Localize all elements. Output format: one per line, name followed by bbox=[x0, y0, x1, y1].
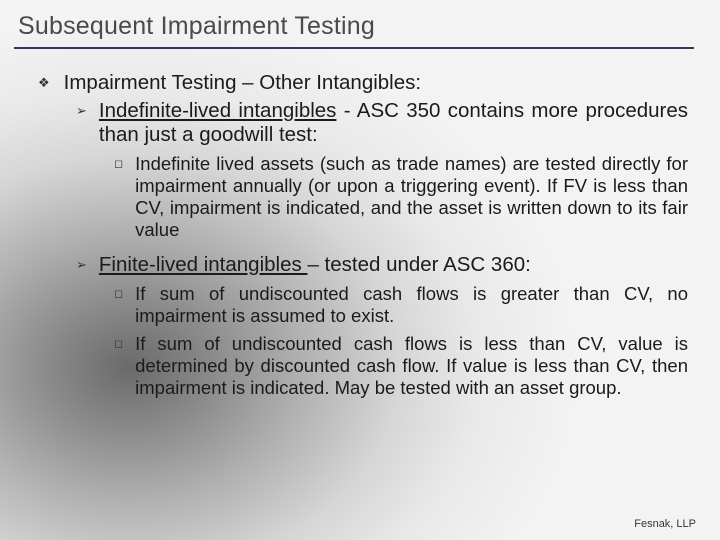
list-item: ➢ Indefinite-lived intangibles - ASC 350… bbox=[76, 99, 688, 147]
slide-content: ❖ Impairment Testing – Other Intangibles… bbox=[14, 49, 694, 399]
list-item: ◻ If sum of undiscounted cash flows is g… bbox=[114, 283, 688, 327]
diamond-bullet-icon: ❖ bbox=[38, 71, 50, 95]
lvl3-text: If sum of undiscounted cash flows is les… bbox=[135, 333, 688, 399]
arrow-bullet-icon: ➢ bbox=[76, 99, 87, 123]
list-item: ❖ Impairment Testing – Other Intangibles… bbox=[38, 71, 688, 95]
footer-text: Fesnak, LLP bbox=[634, 518, 696, 530]
arrow-bullet-icon: ➢ bbox=[76, 253, 87, 277]
list-item: ◻ Indefinite lived assets (such as trade… bbox=[114, 153, 688, 241]
underlined-term: Indefinite-lived intangibles bbox=[99, 99, 337, 122]
lvl2-text: Indefinite-lived intangibles - ASC 350 c… bbox=[99, 99, 688, 147]
lvl2-text: Finite-lived intangibles – tested under … bbox=[99, 253, 531, 277]
slide-title: Subsequent Impairment Testing bbox=[14, 12, 694, 49]
slide: Subsequent Impairment Testing ❖ Impairme… bbox=[0, 0, 720, 540]
square-bullet-icon: ◻ bbox=[114, 153, 123, 175]
lvl2-rest: – tested under ASC 360: bbox=[307, 253, 530, 276]
square-bullet-icon: ◻ bbox=[114, 283, 123, 305]
lvl3-text: If sum of undiscounted cash flows is gre… bbox=[135, 283, 688, 327]
square-bullet-icon: ◻ bbox=[114, 333, 123, 355]
list-item: ◻ If sum of undiscounted cash flows is l… bbox=[114, 333, 688, 399]
lvl3-text: Indefinite lived assets (such as trade n… bbox=[135, 153, 688, 241]
list-item: ➢ Finite-lived intangibles – tested unde… bbox=[76, 253, 688, 277]
underlined-term: Finite-lived intangibles bbox=[99, 253, 308, 276]
lvl1-text: Impairment Testing – Other Intangibles: bbox=[64, 71, 421, 95]
